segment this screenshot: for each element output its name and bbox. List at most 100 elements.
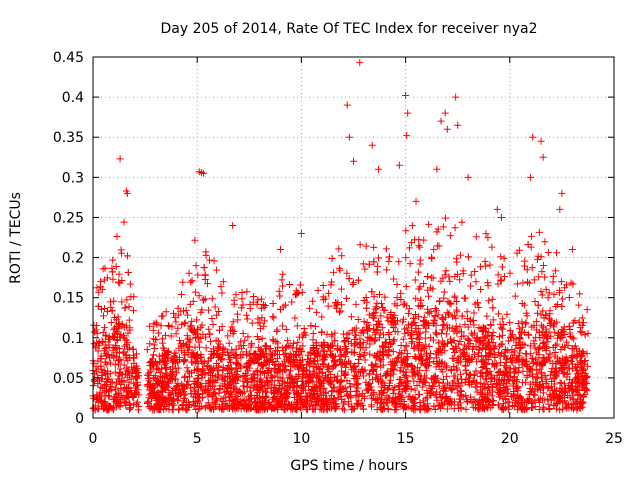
data-point <box>403 378 411 386</box>
data-point <box>368 141 376 149</box>
data-point <box>426 349 434 357</box>
data-point <box>472 278 480 286</box>
data-point <box>341 345 349 353</box>
data-point <box>511 347 519 355</box>
data-point <box>107 318 115 326</box>
data-point <box>537 137 545 145</box>
data-point <box>313 308 321 316</box>
data-point <box>296 346 304 354</box>
data-point <box>184 311 192 319</box>
data-point <box>234 359 242 367</box>
data-point <box>364 386 372 394</box>
data-point <box>114 323 122 331</box>
data-point <box>350 279 358 287</box>
data-point <box>465 356 473 364</box>
data-point <box>284 400 292 408</box>
data-point <box>443 125 451 133</box>
data-point <box>359 260 367 268</box>
data-point <box>458 333 466 341</box>
data-point <box>438 315 446 323</box>
data-point <box>464 173 472 181</box>
data-point <box>350 349 358 357</box>
data-point <box>529 133 537 141</box>
data-point <box>219 395 227 403</box>
data-point <box>389 394 397 402</box>
data-point <box>500 399 508 407</box>
data-point <box>231 384 239 392</box>
data-point <box>117 330 125 338</box>
data-point <box>370 325 378 333</box>
data-point <box>450 398 458 406</box>
data-point <box>569 396 577 404</box>
data-point <box>166 366 174 374</box>
data-point <box>542 285 550 293</box>
data-point <box>432 329 440 337</box>
data-point <box>319 282 327 290</box>
data-point <box>453 306 461 314</box>
data-point <box>523 404 531 412</box>
data-point <box>560 369 568 377</box>
data-point <box>512 357 520 365</box>
data-point <box>276 305 284 313</box>
data-point <box>455 356 463 364</box>
data-point <box>178 321 186 329</box>
data-point <box>560 380 568 388</box>
data-point <box>389 323 397 331</box>
data-point <box>399 315 407 323</box>
data-point <box>208 295 216 303</box>
data-point <box>352 380 360 388</box>
data-point <box>484 279 492 287</box>
data-point <box>526 384 534 392</box>
data-point <box>115 389 123 397</box>
data-point <box>528 232 535 240</box>
data-point <box>239 382 247 390</box>
data-point <box>582 373 590 381</box>
data-point <box>359 401 367 409</box>
data-point <box>387 358 395 366</box>
data-point <box>385 253 393 261</box>
data-point <box>172 330 180 338</box>
data-point <box>248 339 256 347</box>
data-point <box>189 398 197 406</box>
data-point <box>408 222 416 230</box>
data-point <box>369 366 377 374</box>
data-point <box>343 269 351 277</box>
data-point <box>493 381 501 389</box>
data-point <box>254 296 262 304</box>
data-point <box>156 358 164 366</box>
data-point <box>366 340 374 348</box>
data-point <box>567 379 575 387</box>
data-point <box>435 401 443 409</box>
data-point <box>439 321 447 329</box>
data-point <box>546 310 554 318</box>
data-point <box>524 278 532 286</box>
data-point <box>116 365 124 373</box>
data-point <box>229 221 237 229</box>
data-point <box>571 376 579 384</box>
x-tick-label: 0 <box>89 431 98 447</box>
data-point <box>337 377 345 385</box>
data-point <box>488 335 496 343</box>
data-point <box>113 336 121 344</box>
data-point <box>545 315 553 323</box>
data-point <box>425 220 433 228</box>
data-point <box>396 367 404 375</box>
data-point <box>243 363 251 371</box>
data-point <box>193 357 201 365</box>
data-point <box>306 348 314 356</box>
data-point <box>390 275 398 283</box>
data-point <box>421 378 429 386</box>
data-point <box>346 383 354 391</box>
data-point <box>558 189 566 197</box>
data-point <box>183 364 191 372</box>
data-point <box>433 354 441 362</box>
data-point <box>506 269 514 277</box>
data-point <box>326 377 334 385</box>
data-point <box>419 397 427 405</box>
data-point <box>376 291 383 299</box>
y-tick-label: 0.4 <box>62 90 84 106</box>
data-point <box>286 373 294 381</box>
data-point <box>231 351 239 359</box>
data-point <box>509 393 517 401</box>
